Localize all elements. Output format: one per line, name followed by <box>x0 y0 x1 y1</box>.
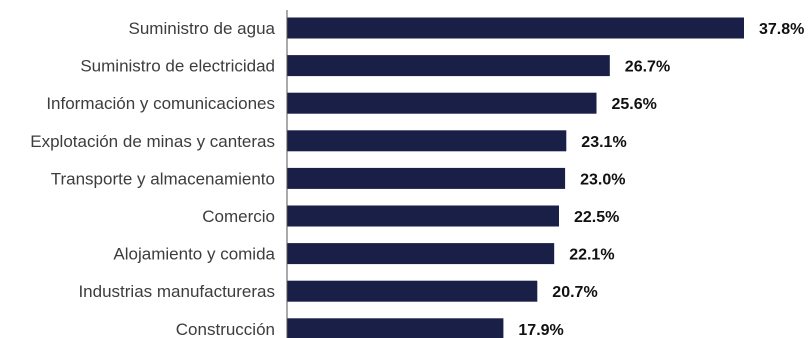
value-label-8: 17.9% <box>518 322 563 338</box>
category-label-1: Suministro de electricidad <box>80 57 275 76</box>
bar-7 <box>287 280 538 302</box>
value-label-3: 23.1% <box>581 134 626 151</box>
bar-5 <box>287 205 559 227</box>
category-label-0: Suministro de agua <box>129 19 276 38</box>
category-label-6: Alojamiento y comida <box>113 245 275 264</box>
bar-8 <box>287 318 504 338</box>
bar-1 <box>287 55 610 77</box>
value-label-7: 20.7% <box>552 284 597 301</box>
value-label-0: 37.8% <box>759 21 804 38</box>
bar-4 <box>287 167 566 189</box>
category-label-8: Construcción <box>176 320 275 338</box>
value-labels: 37.8% 26.7% 25.6% 23.1% 23.0% 22.5% 22.1% 20.7%… <box>518 21 804 338</box>
category-label-2: Información y comunicaciones <box>46 94 275 113</box>
bars-layer <box>287 17 744 338</box>
category-label-7: Industrias manufactureras <box>78 282 275 301</box>
category-label-4: Transporte y almacenamiento <box>51 169 275 188</box>
bar-2 <box>287 92 597 114</box>
bar-3 <box>287 130 567 152</box>
value-label-5: 22.5% <box>574 209 619 226</box>
value-label-6: 22.1% <box>569 247 614 264</box>
value-label-4: 23.0% <box>580 171 625 188</box>
category-label-3: Explotación de minas y canteras <box>30 132 275 151</box>
category-labels: Suministro de agua Suministro de electric… <box>30 19 275 338</box>
category-label-5: Comercio <box>202 207 275 226</box>
bar-0 <box>287 17 744 39</box>
value-label-2: 25.6% <box>612 96 657 113</box>
value-label-1: 26.7% <box>625 59 670 76</box>
bar-6 <box>287 243 555 265</box>
